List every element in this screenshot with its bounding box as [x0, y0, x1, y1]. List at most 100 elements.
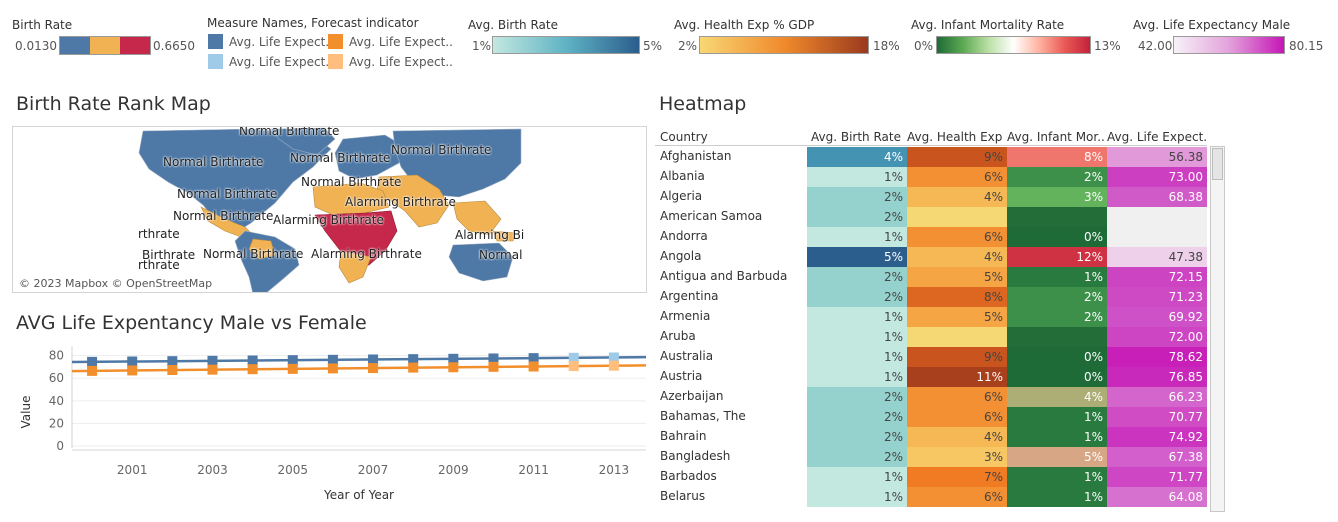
- heatmap-header-infant[interactable]: Avg. Infant Mor..: [1007, 130, 1105, 144]
- life-expectancy-cell[interactable]: [1107, 207, 1207, 227]
- health-exp-cell[interactable]: 6%: [907, 167, 1007, 187]
- map-label[interactable]: Alarming Birthrate: [273, 213, 384, 227]
- country-name[interactable]: Andorra: [660, 229, 708, 243]
- world-map-graphic[interactable]: [13, 127, 647, 293]
- infant-mortality-gradient[interactable]: [936, 36, 1091, 54]
- data-point[interactable]: [247, 364, 258, 375]
- data-point[interactable]: [207, 364, 218, 375]
- life-expectancy-cell[interactable]: 76.85: [1107, 367, 1207, 387]
- country-name[interactable]: Australia: [660, 349, 714, 363]
- country-name[interactable]: Argentina: [660, 289, 719, 303]
- birth-rate-legend-swatches[interactable]: [59, 36, 151, 55]
- table-row[interactable]: American Samoa 2%: [655, 207, 1207, 227]
- health-exp-cell[interactable]: 4%: [907, 427, 1007, 447]
- country-name[interactable]: Antigua and Barbuda: [660, 269, 788, 283]
- infant-mortality-cell[interactable]: 8%: [1007, 147, 1107, 167]
- birth-rate-cell[interactable]: 1%: [807, 467, 907, 487]
- country-name[interactable]: Belarus: [660, 489, 706, 503]
- map-label[interactable]: Normal Birthrate: [301, 175, 402, 189]
- birth-rate-cell[interactable]: 1%: [807, 327, 907, 347]
- infant-mortality-cell[interactable]: 1%: [1007, 427, 1107, 447]
- series-line[interactable]: [71, 364, 647, 373]
- table-row[interactable]: Argentina 2% 8% 2% 71.23: [655, 287, 1207, 307]
- infant-mortality-cell[interactable]: 0%: [1007, 227, 1107, 247]
- infant-mortality-cell[interactable]: 5%: [1007, 447, 1107, 467]
- life-expectancy-cell[interactable]: 56.38: [1107, 147, 1207, 167]
- country-name[interactable]: American Samoa: [660, 209, 763, 223]
- data-point[interactable]: [87, 365, 98, 376]
- life-expectancy-cell[interactable]: [1107, 227, 1207, 247]
- country-name[interactable]: Angola: [660, 249, 702, 263]
- data-point[interactable]: [127, 356, 138, 367]
- table-row[interactable]: Australia 1% 9% 0% 78.62: [655, 347, 1207, 367]
- life-expectancy-cell[interactable]: 72.15: [1107, 267, 1207, 287]
- avg-birth-rate-gradient[interactable]: [492, 36, 640, 54]
- heatmap-header-health[interactable]: Avg. Health Exp ..: [907, 130, 1007, 144]
- data-point[interactable]: [368, 363, 379, 374]
- series-line[interactable]: [71, 355, 647, 364]
- birth-rate-cell[interactable]: 2%: [807, 287, 907, 307]
- data-point[interactable]: [167, 356, 178, 367]
- data-point[interactable]: [608, 352, 619, 363]
- birth-rate-cell[interactable]: 2%: [807, 407, 907, 427]
- health-exp-cell[interactable]: 6%: [907, 387, 1007, 407]
- data-point[interactable]: [408, 362, 419, 373]
- table-row[interactable]: Antigua and Barbuda 2% 5% 1% 72.15: [655, 267, 1207, 287]
- birth-rate-cell[interactable]: 2%: [807, 187, 907, 207]
- health-exp-cell[interactable]: 6%: [907, 407, 1007, 427]
- health-exp-cell[interactable]: [907, 327, 1007, 347]
- map-label[interactable]: Normal Birthrate: [173, 209, 274, 223]
- infant-mortality-cell[interactable]: 3%: [1007, 187, 1107, 207]
- map-label[interactable]: Alarming Birthrate: [345, 195, 456, 209]
- measure-legend-item[interactable]: Avg. Life Expect..: [208, 34, 333, 49]
- data-point[interactable]: [568, 352, 579, 363]
- infant-mortality-cell[interactable]: 1%: [1007, 467, 1107, 487]
- infant-mortality-cell[interactable]: 2%: [1007, 167, 1107, 187]
- map-label[interactable]: Normal Birthrate: [177, 187, 278, 201]
- health-exp-cell[interactable]: 3%: [907, 447, 1007, 467]
- infant-mortality-cell[interactable]: 2%: [1007, 287, 1107, 307]
- heatmap-header-birth[interactable]: Avg. Birth Rate: [811, 130, 901, 144]
- health-exp-cell[interactable]: 4%: [907, 247, 1007, 267]
- heatmap-header-country[interactable]: Country: [660, 130, 708, 144]
- data-point[interactable]: [287, 355, 298, 366]
- data-point[interactable]: [608, 360, 619, 371]
- data-point[interactable]: [488, 361, 499, 372]
- life-expectancy-cell[interactable]: 74.92: [1107, 427, 1207, 447]
- map-label[interactable]: rthrate: [138, 227, 180, 241]
- health-exp-cell[interactable]: 9%: [907, 147, 1007, 167]
- table-row[interactable]: Aruba 1% 72.00: [655, 327, 1207, 347]
- country-name[interactable]: Bahamas, The: [660, 409, 746, 423]
- map-attribution[interactable]: © 2023 Mapbox © OpenStreetMap: [19, 277, 213, 290]
- infant-mortality-cell[interactable]: [1007, 327, 1107, 347]
- life-expectancy-cell[interactable]: 71.77: [1107, 467, 1207, 487]
- birth-rate-cell[interactable]: 2%: [807, 447, 907, 467]
- measure-legend-item[interactable]: Avg. Life Expect..: [328, 54, 453, 69]
- health-exp-cell[interactable]: 11%: [907, 367, 1007, 387]
- life-expectancy-cell[interactable]: 68.38: [1107, 187, 1207, 207]
- country-name[interactable]: Bahrain: [660, 429, 707, 443]
- infant-mortality-cell[interactable]: 2%: [1007, 307, 1107, 327]
- country-name[interactable]: Albania: [660, 169, 705, 183]
- country-name[interactable]: Azerbaijan: [660, 389, 724, 403]
- country-name[interactable]: Austria: [660, 369, 703, 383]
- heatmap-header-life[interactable]: Avg. Life Expect..: [1107, 130, 1207, 144]
- country-name[interactable]: Afghanistan: [660, 149, 732, 163]
- data-point[interactable]: [127, 365, 138, 376]
- map-label[interactable]: Alarming Bi: [455, 228, 525, 242]
- infant-mortality-cell[interactable]: 1%: [1007, 267, 1107, 287]
- table-row[interactable]: Bahrain 2% 4% 1% 74.92: [655, 427, 1207, 447]
- birth-rate-cell[interactable]: 1%: [807, 227, 907, 247]
- data-point[interactable]: [568, 361, 579, 372]
- country-name[interactable]: Bangladesh: [660, 449, 731, 463]
- birth-rate-cell[interactable]: 1%: [807, 487, 907, 507]
- health-exp-cell[interactable]: 7%: [907, 467, 1007, 487]
- country-name[interactable]: Aruba: [660, 329, 696, 343]
- data-point[interactable]: [408, 354, 419, 365]
- table-row[interactable]: Bahamas, The 2% 6% 1% 70.77: [655, 407, 1207, 427]
- health-exp-cell[interactable]: 8%: [907, 287, 1007, 307]
- data-point[interactable]: [207, 355, 218, 366]
- data-point[interactable]: [528, 361, 539, 372]
- birth-rate-cell[interactable]: 2%: [807, 207, 907, 227]
- life-expectancy-cell[interactable]: 47.38: [1107, 247, 1207, 267]
